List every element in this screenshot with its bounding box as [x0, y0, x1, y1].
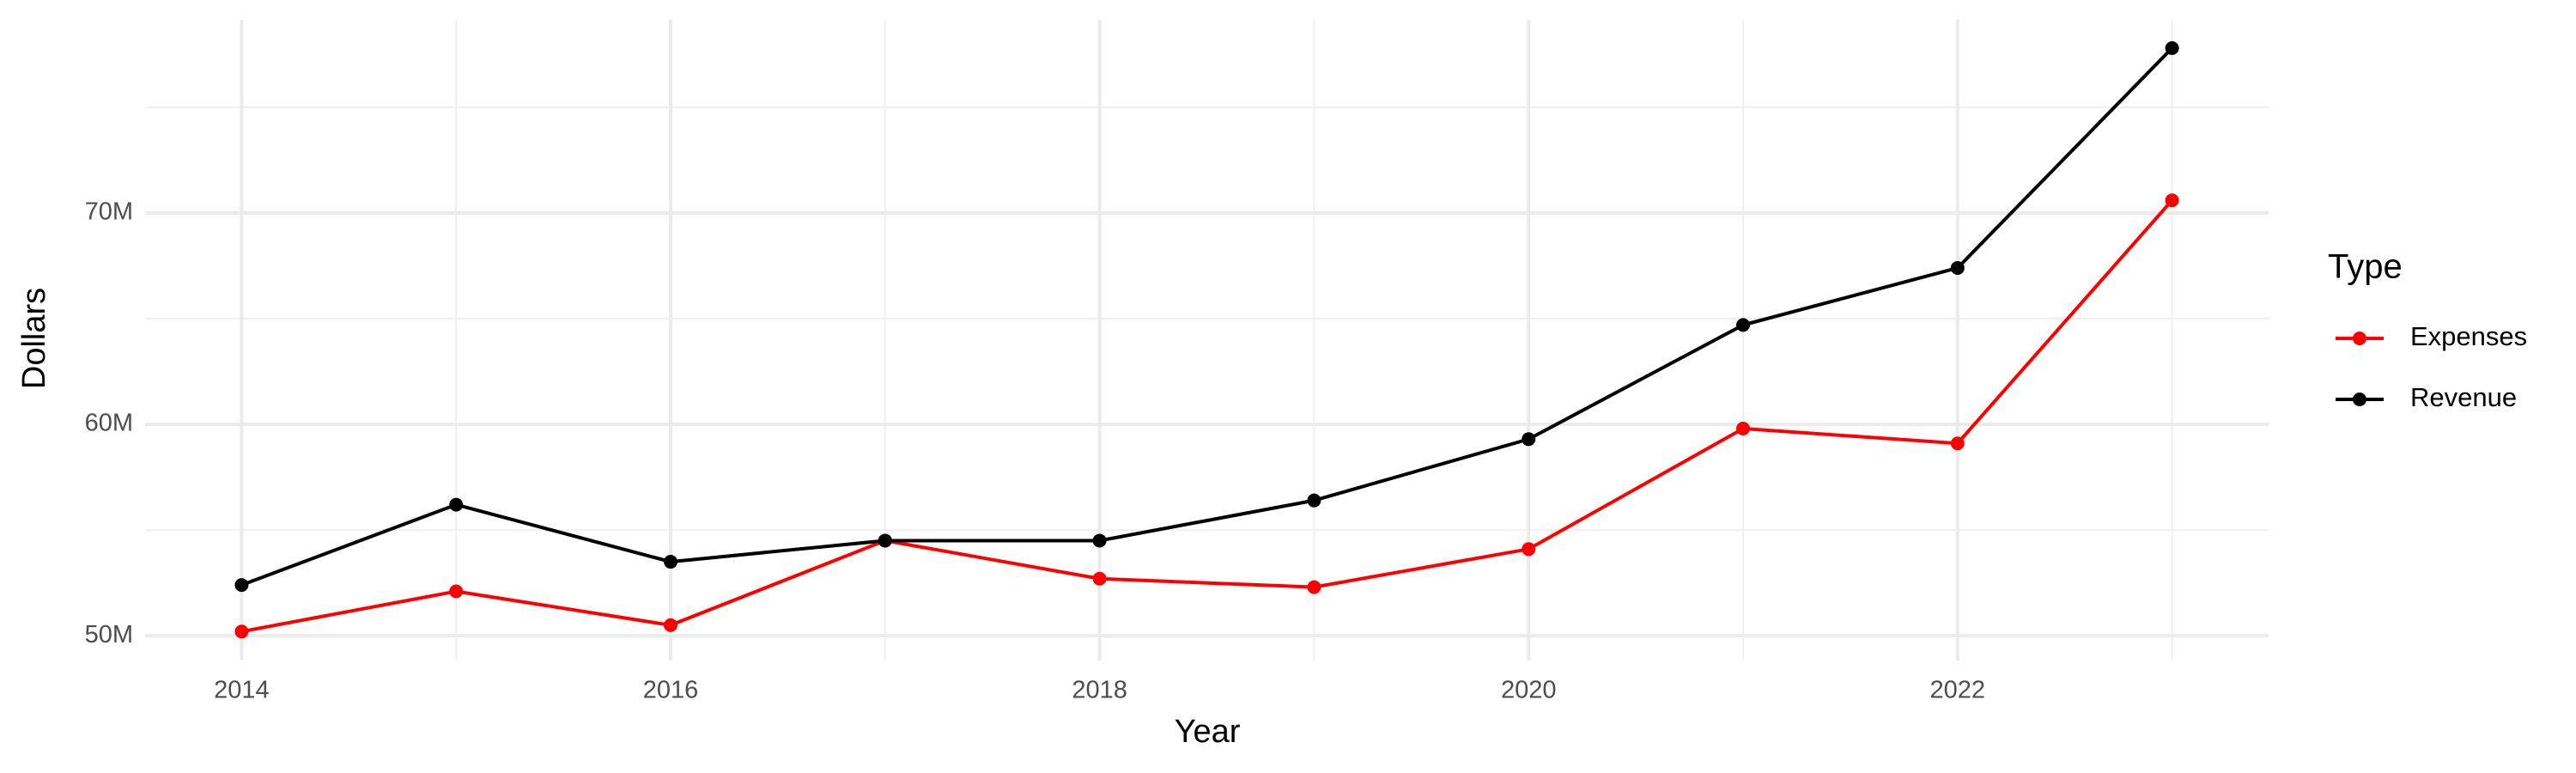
data-point — [1735, 318, 1750, 332]
data-point — [664, 618, 678, 632]
x-axis-title: Year — [1175, 714, 1241, 750]
data-point — [234, 624, 249, 639]
x-tick-label: 2020 — [1501, 677, 1557, 704]
data-point — [878, 533, 892, 548]
x-tick-label: 2014 — [214, 677, 270, 704]
series-line — [241, 198, 2174, 634]
data-point — [449, 497, 464, 512]
data-point — [1092, 533, 1107, 548]
data-point — [1522, 432, 1536, 447]
grid — [145, 20, 2269, 660]
data-point — [234, 578, 249, 593]
y-tick-label: 60M — [85, 410, 133, 437]
x-tick-label: 2018 — [1072, 677, 1127, 704]
data-point — [1307, 580, 1321, 594]
series-line — [240, 46, 2174, 587]
data-point — [1092, 571, 1107, 586]
y-tick-label: 50M — [85, 621, 133, 648]
y-axis-title: Dollars — [16, 288, 52, 389]
legend-title: Type — [2328, 248, 2403, 286]
data-point — [1950, 436, 1965, 451]
data-point — [1307, 493, 1321, 508]
data-point — [1950, 260, 1965, 275]
data-point — [1522, 542, 1536, 557]
data-point — [664, 555, 678, 569]
y-tick-label: 70M — [85, 198, 133, 226]
data-point — [2165, 40, 2179, 55]
x-tick-label: 2016 — [643, 677, 699, 704]
legend-label: Revenue — [2410, 382, 2517, 412]
data-point — [449, 584, 464, 599]
x-tick-label: 2022 — [1930, 677, 1986, 704]
data-point — [1735, 422, 1750, 436]
data-point — [2165, 193, 2179, 208]
legend-label: Expenses — [2410, 321, 2527, 351]
legend-key-point — [2353, 393, 2366, 406]
legend-key-point — [2353, 332, 2366, 345]
